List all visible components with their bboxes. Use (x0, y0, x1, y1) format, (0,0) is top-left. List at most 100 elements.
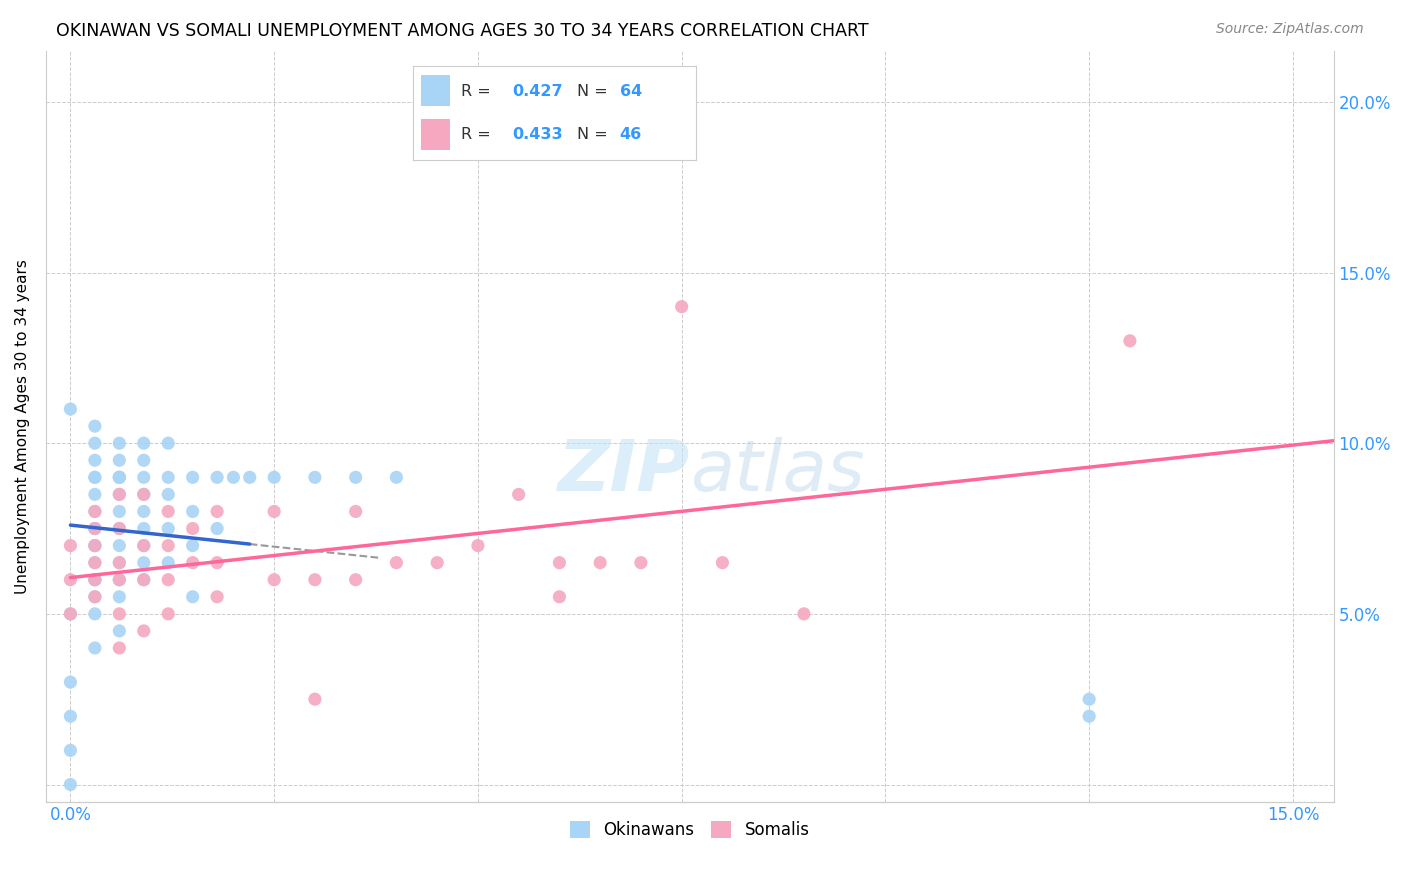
Point (108, 453, 131, 467)
Point (157, 573, 180, 587)
Point (108, 573, 131, 587)
Point (205, 504, 228, 518)
Point (157, 470, 180, 484)
Point (132, 573, 155, 587)
Point (83, 504, 105, 518)
Point (132, 487, 155, 501)
Point (83, 573, 105, 587)
Point (548, 590, 571, 604)
Point (181, 470, 204, 484)
Point (108, 624, 131, 638)
Point (157, 504, 180, 518)
Point (181, 590, 204, 604)
Point (83, 470, 105, 484)
Point (108, 436, 131, 450)
Point (426, 556, 449, 570)
Point (59, 675, 82, 690)
Point (132, 624, 155, 638)
Point (108, 487, 131, 501)
Point (83, 522, 105, 536)
Point (59, 539, 82, 553)
Point (83, 607, 105, 621)
Point (157, 607, 180, 621)
Point (59, 709, 82, 723)
Point (59, 402, 82, 417)
Point (344, 504, 367, 518)
Point (108, 470, 131, 484)
Point (83, 522, 105, 536)
Point (1078, 709, 1101, 723)
Point (108, 590, 131, 604)
Point (205, 556, 228, 570)
Point (108, 539, 131, 553)
Point (239, 470, 262, 484)
Point (83, 453, 105, 467)
Point (304, 573, 326, 587)
Point (132, 453, 155, 467)
Point (181, 539, 204, 553)
Point (132, 522, 155, 536)
Point (205, 590, 228, 604)
Point (108, 522, 131, 536)
Point (108, 470, 131, 484)
Point (59, 573, 82, 587)
Point (108, 470, 131, 484)
Point (157, 556, 180, 570)
Point (83, 522, 105, 536)
Point (263, 573, 285, 587)
Point (385, 556, 408, 570)
Point (508, 487, 530, 501)
Point (467, 539, 489, 553)
Point (548, 556, 571, 570)
Point (59, 607, 82, 621)
Point (222, 470, 245, 484)
Point (132, 470, 155, 484)
Point (83, 590, 105, 604)
Point (181, 522, 204, 536)
Point (132, 539, 155, 553)
Point (108, 522, 131, 536)
Point (83, 470, 105, 484)
Point (385, 470, 408, 484)
Point (83, 419, 105, 434)
Point (711, 556, 734, 570)
Point (1078, 692, 1101, 706)
Point (157, 539, 180, 553)
Point (83, 487, 105, 501)
Point (108, 607, 131, 621)
Point (108, 556, 131, 570)
Point (304, 470, 326, 484)
Point (589, 556, 612, 570)
Y-axis label: Unemployment Among Ages 30 to 34 years: Unemployment Among Ages 30 to 34 years (15, 259, 30, 593)
Point (83, 539, 105, 553)
Point (181, 504, 204, 518)
Text: Source: ZipAtlas.com: Source: ZipAtlas.com (1216, 22, 1364, 37)
Point (344, 573, 367, 587)
Text: ZIP: ZIP (558, 437, 690, 506)
Point (83, 556, 105, 570)
Point (304, 692, 326, 706)
Point (83, 573, 105, 587)
Point (83, 573, 105, 587)
Point (1119, 334, 1142, 348)
Point (263, 470, 285, 484)
Text: atlas: atlas (690, 437, 865, 506)
Point (671, 300, 693, 314)
Legend: Okinawans, Somalis: Okinawans, Somalis (564, 814, 815, 846)
Point (108, 573, 131, 587)
Point (83, 504, 105, 518)
Point (157, 522, 180, 536)
Point (793, 607, 815, 621)
Point (157, 487, 180, 501)
Point (83, 539, 105, 553)
Point (157, 436, 180, 450)
Point (181, 556, 204, 570)
Point (630, 556, 652, 570)
Text: OKINAWAN VS SOMALI UNEMPLOYMENT AMONG AGES 30 TO 34 YEARS CORRELATION CHART: OKINAWAN VS SOMALI UNEMPLOYMENT AMONG AG… (56, 22, 869, 40)
Point (59, 777, 82, 791)
Point (59, 743, 82, 757)
Point (132, 487, 155, 501)
Point (108, 640, 131, 655)
Point (132, 539, 155, 553)
Point (132, 436, 155, 450)
